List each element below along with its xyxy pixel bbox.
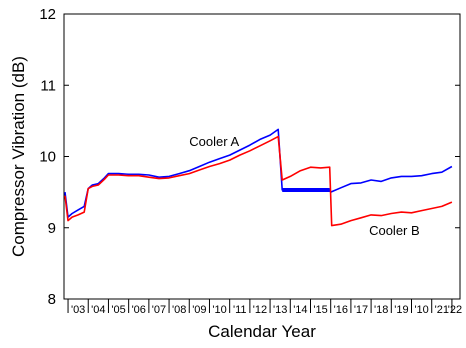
y-axis-ticks: 8 9 10 11 12 — [39, 6, 460, 308]
x-tick-label: '04 — [91, 304, 105, 316]
x-tick-label: '16 — [334, 304, 348, 316]
y-tick-label: 9 — [48, 220, 56, 237]
x-axis-title: Calendar Year — [208, 322, 316, 341]
x-tick-label: '11 — [233, 304, 247, 316]
y-tick-label: 11 — [40, 77, 56, 94]
plot-frame — [63, 13, 461, 300]
x-tick-label: '14 — [293, 304, 307, 316]
x-tick-label: '03 — [71, 304, 85, 316]
x-tick-label: '10 — [212, 304, 226, 316]
x-tick-label: '07 — [152, 304, 166, 316]
series-line-cooler-a — [64, 128, 453, 218]
x-tick-label: '21 — [435, 304, 449, 316]
annotation-layer: Cooler A Cooler B — [189, 134, 419, 238]
series-line-cooler-b — [64, 135, 453, 227]
x-tick-label: '17 — [354, 304, 368, 316]
y-tick-label: 10 — [39, 149, 56, 166]
x-tick-label: '12 — [253, 304, 267, 316]
x-tick-label: '10 — [414, 304, 428, 316]
y-tick-label: 12 — [39, 6, 56, 23]
x-tick-label: '19 — [394, 304, 408, 316]
x-tick-label: '05 — [111, 304, 125, 316]
x-tick-label: '06 — [132, 304, 146, 316]
series-layer — [64, 128, 453, 227]
annotation-label: Cooler A — [189, 134, 239, 149]
x-tick-label: '13 — [273, 304, 287, 316]
x-tick-label: '09 — [192, 304, 206, 316]
x-tick-label: '15 — [313, 304, 327, 316]
x-tick-label: '08 — [172, 304, 186, 316]
x-tick-label: '22 — [448, 304, 462, 316]
annotation-label: Cooler B — [369, 223, 420, 238]
x-tick-label: '18 — [374, 304, 388, 316]
y-axis-title: Compressor Vibration (dB) — [9, 56, 28, 257]
y-tick-label: 8 — [48, 291, 56, 308]
x-axis-ticks: '03 '04 '05 '06 '07 '08 '09 '10 '11 '12 '13 '14 '15 '… — [67, 299, 462, 316]
